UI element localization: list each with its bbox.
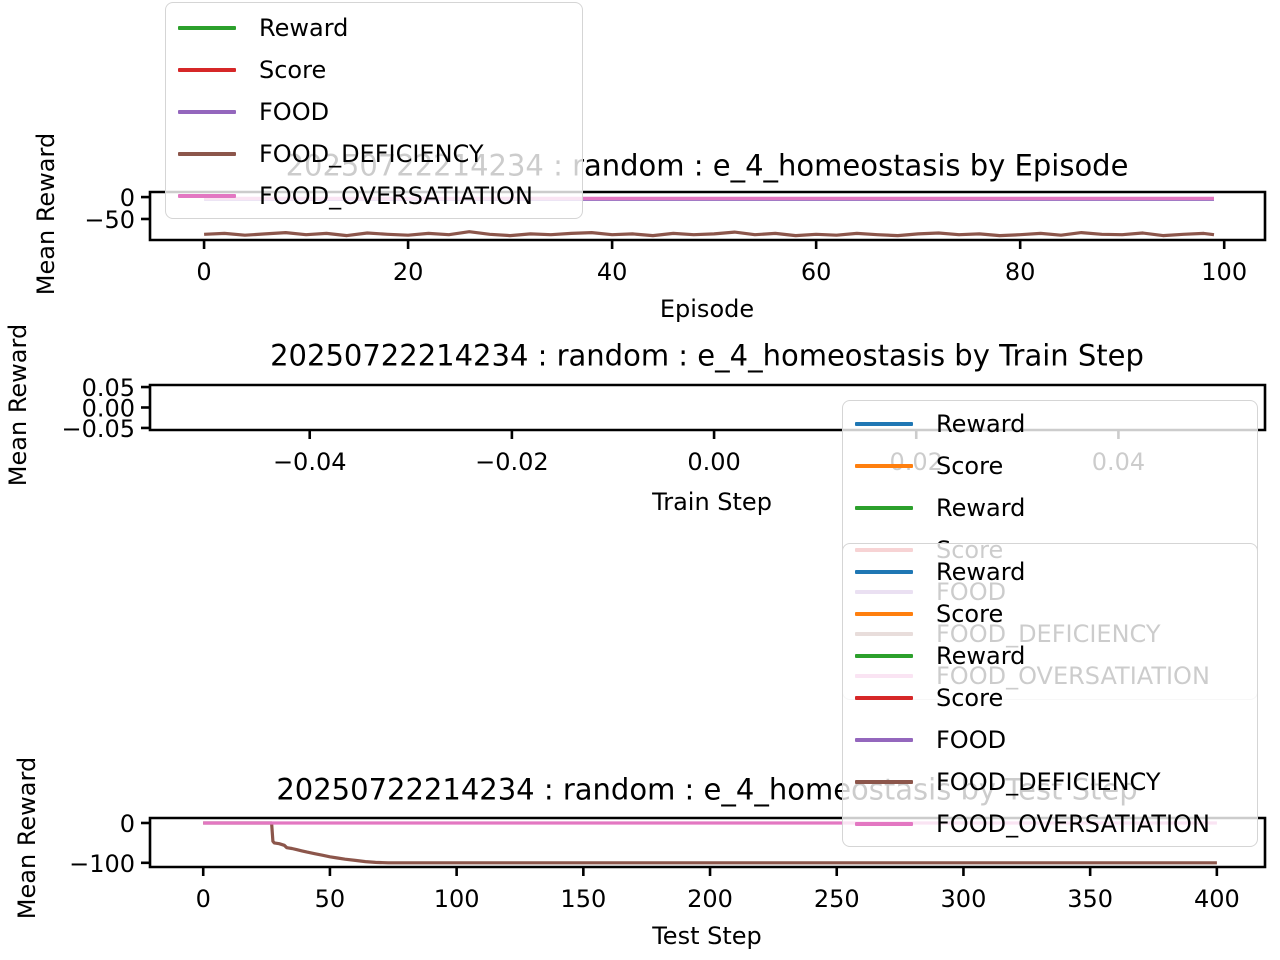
legend-entry-label: Reward bbox=[936, 642, 1026, 670]
legend-entry: Reward bbox=[843, 635, 1257, 677]
x-tick-label: 150 bbox=[560, 885, 606, 913]
legend-entry: Reward bbox=[166, 7, 582, 49]
train-step-x-axis-label: Train Step bbox=[652, 488, 772, 516]
legend-entry: FOOD_OVERSATIATION bbox=[843, 803, 1257, 845]
legend-entry: Reward bbox=[843, 487, 1257, 529]
legend-line-swatch bbox=[855, 612, 913, 616]
y-tick-label: 0 bbox=[120, 184, 135, 212]
series-FOOD_DEFICIENCY bbox=[204, 230, 1215, 238]
test-step-y-axis-label: Mean Reward bbox=[13, 756, 41, 920]
legend-line-swatch bbox=[855, 570, 913, 574]
legend-line-swatch bbox=[855, 822, 913, 826]
x-tick-label: −0.04 bbox=[273, 448, 347, 476]
legend-line-swatch bbox=[855, 738, 913, 742]
legend-entry-label: FOOD bbox=[936, 726, 1007, 754]
legend-entry: Score bbox=[843, 593, 1257, 635]
episode-x-axis-label: Episode bbox=[659, 295, 755, 323]
legend-line-swatch bbox=[178, 152, 236, 156]
legend-entry: Reward bbox=[843, 403, 1257, 445]
legend-entry: FOOD_OVERSATIATION bbox=[166, 175, 582, 217]
legend-entry: FOOD_DEFICIENCY bbox=[166, 133, 582, 175]
x-tick-label: −0.02 bbox=[475, 448, 549, 476]
legend-entry-label: Score bbox=[259, 56, 327, 84]
x-tick-label: 350 bbox=[1067, 885, 1113, 913]
x-tick-label: 200 bbox=[687, 885, 733, 913]
x-tick-label: 0.00 bbox=[687, 448, 740, 476]
legend-entry-label: FOOD_DEFICIENCY bbox=[259, 140, 484, 168]
legend-line-swatch bbox=[855, 422, 913, 426]
axes-spines bbox=[148, 190, 1267, 242]
legend-line-swatch bbox=[178, 110, 236, 114]
episode-y-axis-label: Mean Reward bbox=[32, 132, 60, 296]
y-tick-label: 0 bbox=[120, 810, 135, 838]
legend-line-swatch bbox=[178, 26, 236, 30]
legend-entry-label: FOOD bbox=[259, 98, 330, 126]
test-step-plot-legend: Reward Score Reward Score FOOD FOOD_DEFICIENC… bbox=[842, 543, 1258, 847]
y-tick-label: −50 bbox=[84, 206, 135, 234]
legend-entry-label: Score bbox=[936, 684, 1004, 712]
legend-entry-label: Reward bbox=[936, 410, 1026, 438]
legend-entry: Score bbox=[166, 49, 582, 91]
y-tick-label: −0.05 bbox=[61, 415, 135, 443]
legend-entry: Score bbox=[843, 677, 1257, 719]
legend-entry: FOOD bbox=[166, 91, 582, 133]
legend-entry-label: Reward bbox=[936, 494, 1026, 522]
legend-line-swatch bbox=[178, 194, 236, 198]
legend-entry: FOOD bbox=[843, 719, 1257, 761]
x-tick-label: 100 bbox=[1201, 258, 1247, 286]
legend-line-swatch bbox=[855, 506, 913, 510]
series-FOOD_DEFICIENCY bbox=[203, 821, 1217, 865]
legend-entry-label: FOOD_OVERSATIATION bbox=[936, 810, 1210, 838]
legend-entry-label: Reward bbox=[936, 558, 1026, 586]
legend-entry-label: FOOD_OVERSATIATION bbox=[259, 182, 533, 210]
legend-entry: Reward bbox=[843, 551, 1257, 593]
legend-entry: FOOD_DEFICIENCY bbox=[843, 761, 1257, 803]
x-tick-label: 20 bbox=[393, 258, 424, 286]
axes-train-step: −0.04−0.020.000.020.040.050.00−0.05 bbox=[61, 374, 1267, 476]
legend-line-swatch bbox=[855, 780, 913, 784]
x-tick-label: 40 bbox=[597, 258, 628, 286]
x-tick-label: 60 bbox=[801, 258, 832, 286]
legend-entry-label: FOOD_DEFICIENCY bbox=[936, 768, 1161, 796]
x-tick-label: 50 bbox=[315, 885, 346, 913]
legend-line-swatch bbox=[855, 654, 913, 658]
y-tick-label: 0.00 bbox=[82, 395, 135, 423]
legend-entry-label: Score bbox=[936, 600, 1004, 628]
x-tick-label: 100 bbox=[434, 885, 480, 913]
x-tick-label: 250 bbox=[814, 885, 860, 913]
legend-line-swatch bbox=[855, 696, 913, 700]
axes-spines bbox=[148, 383, 1267, 432]
y-tick-label: 0.05 bbox=[82, 374, 135, 402]
x-tick-label: 400 bbox=[1194, 885, 1240, 913]
train-step-y-axis-label: Mean Reward bbox=[4, 323, 32, 487]
train-step-plot-title: 20250722214234 : random : e_4_homeostasi… bbox=[270, 338, 1144, 373]
legend-line-swatch bbox=[855, 464, 913, 468]
legend-entry-label: Reward bbox=[259, 14, 349, 42]
y-tick-label: −100 bbox=[69, 850, 135, 878]
x-tick-label: 0 bbox=[196, 885, 211, 913]
legend-entry-label: Score bbox=[936, 452, 1004, 480]
x-tick-label: 80 bbox=[1005, 258, 1036, 286]
x-tick-label: 300 bbox=[941, 885, 987, 913]
test-step-x-axis-label: Test Step bbox=[652, 922, 762, 950]
episode-plot-legend: Reward Score FOOD FOOD_DEFICIENCY FOOD_OVERS… bbox=[165, 2, 583, 219]
legend-entry: Score bbox=[843, 445, 1257, 487]
legend-line-swatch bbox=[178, 68, 236, 72]
x-tick-label: 0 bbox=[196, 258, 211, 286]
